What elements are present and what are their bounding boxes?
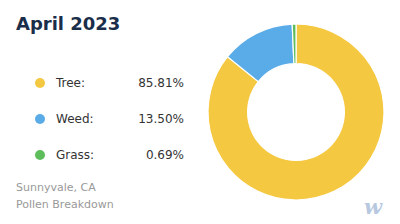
donut-slice — [208, 24, 384, 200]
watermark: w — [364, 194, 383, 219]
subtitle: Sunnyvale, CA Pollen Breakdown — [16, 181, 114, 211]
title: April 2023 — [16, 13, 120, 34]
background — [0, 0, 400, 224]
legend-label: Grass: — [56, 148, 94, 162]
donut-slice — [292, 24, 296, 64]
donut-slice — [228, 24, 294, 82]
legend-label: Weed: — [56, 112, 94, 126]
legend-value: 0.69% — [146, 148, 184, 162]
subtitle-line: Pollen Breakdown — [16, 198, 114, 211]
subtitle-line: Sunnyvale, CA — [16, 181, 96, 194]
legend-swatch — [35, 78, 45, 88]
chart: April 2023 Tree: 85.81% Weed: 13.50% Grass: 0.… — [0, 0, 400, 224]
legend-swatch — [35, 150, 45, 160]
legend-value: 85.81% — [138, 76, 184, 90]
legend: Tree: 85.81% Weed: 13.50% Grass: 0.69% — [35, 76, 184, 162]
legend-label: Tree: — [55, 76, 85, 90]
legend-value: 13.50% — [138, 112, 184, 126]
chart-container: April 2023 Tree: 85.81% Weed: 13.50% Grass: 0.… — [0, 0, 400, 224]
donut — [208, 24, 384, 200]
legend-swatch — [35, 114, 45, 124]
